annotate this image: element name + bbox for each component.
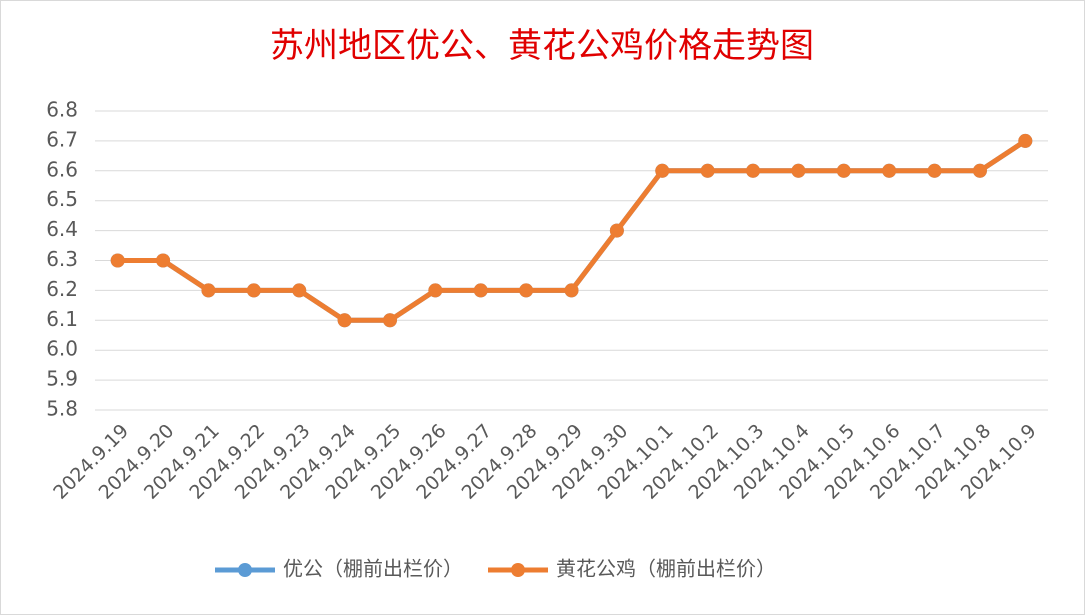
y-tick-label: 6.8 [46,98,78,122]
y-tick-label: 6.4 [46,217,78,241]
data-point [1018,133,1033,148]
data-point [473,283,488,298]
legend-marker [238,563,252,577]
legend-item: 优公（棚前出栏价） [215,557,463,581]
y-tick-label: 5.9 [46,367,78,391]
chart-title: 苏州地区优公、黄花公鸡价格走势图 [270,26,814,66]
data-point [655,163,670,178]
data-point [519,283,534,298]
y-tick-label: 6.2 [46,277,78,301]
y-tick-label: 6.5 [46,187,78,211]
data-point [246,283,261,298]
data-point [882,163,897,178]
y-tick-label: 6.7 [46,127,78,151]
legend-marker [511,563,525,577]
y-tick-label: 6.6 [46,157,78,181]
data-point [337,313,352,328]
data-point [609,223,624,238]
data-point [201,283,216,298]
data-point [836,163,851,178]
data-point [791,163,806,178]
data-point [927,163,942,178]
data-point [700,163,715,178]
data-point [110,253,125,268]
data-point [564,283,579,298]
y-tick-label: 6.3 [46,247,78,271]
y-tick-label: 6.1 [46,307,78,331]
data-point [382,313,397,328]
data-point [746,163,761,178]
data-point [972,163,987,178]
legend-label: 黄花公鸡（棚前出栏价） [556,557,776,581]
y-tick-label: 5.8 [46,397,78,421]
legend-label: 优公（棚前出栏价） [283,557,463,581]
data-point [428,283,443,298]
legend-item: 黄花公鸡（棚前出栏价） [488,557,776,581]
data-point [292,283,307,298]
y-tick-label: 6.0 [46,337,78,361]
data-point [156,253,171,268]
